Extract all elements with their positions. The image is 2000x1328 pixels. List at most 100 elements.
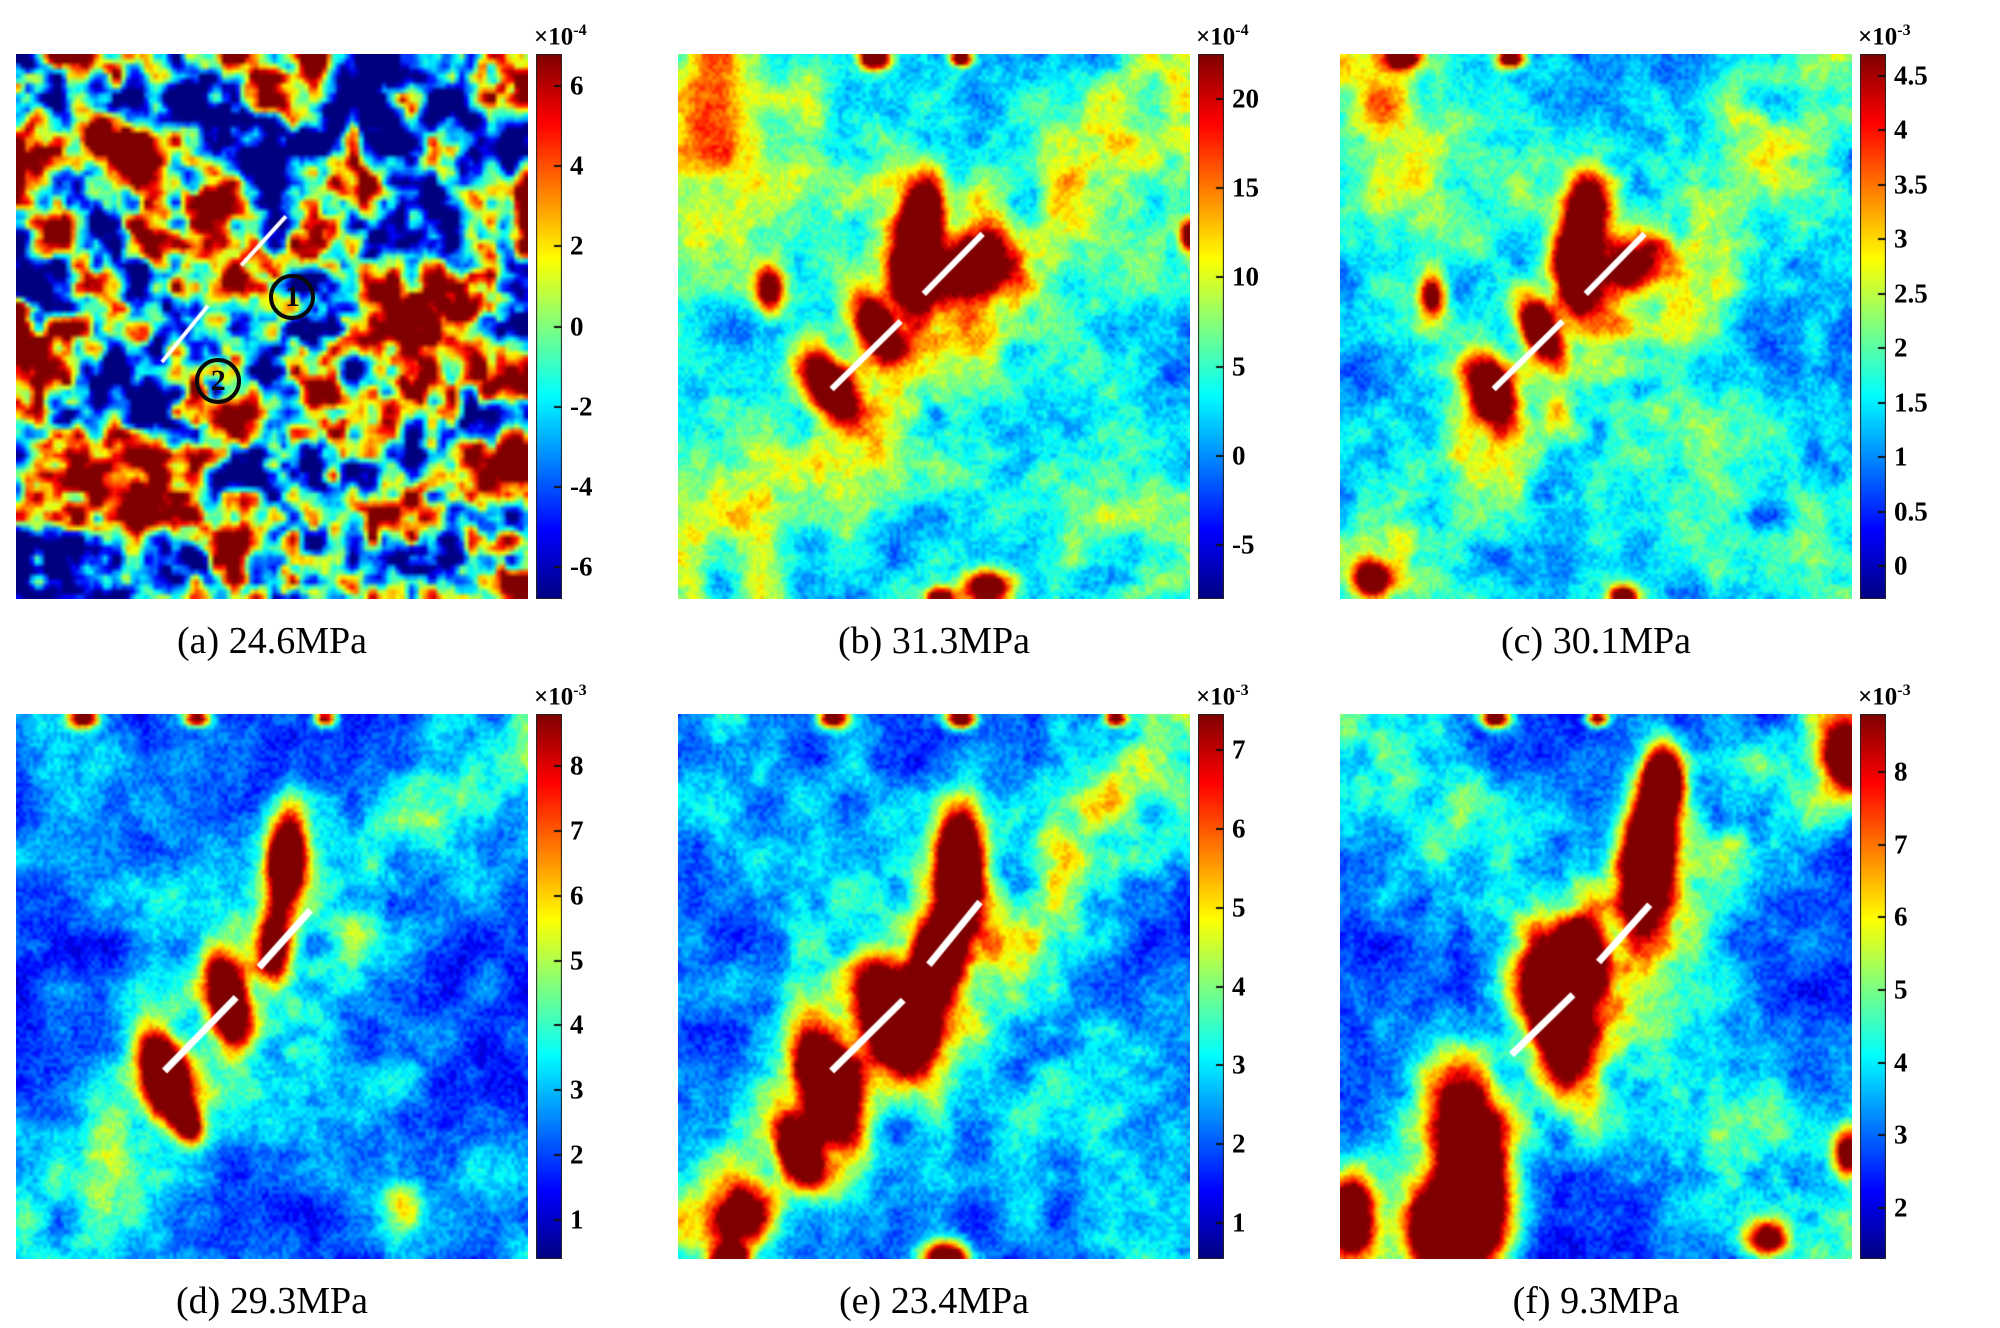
- panel-caption: (c) 30.1MPa: [1501, 620, 1691, 662]
- colorbar-tick-label: 0.5: [1894, 496, 1928, 527]
- colorbar-tick-label: 4: [1232, 971, 1246, 1001]
- colorbar-tick-label: 0: [1232, 440, 1246, 471]
- colorbar-tick-label: 1.5: [1894, 387, 1928, 418]
- colorbar-area: ×10-4 6 4 2 0 -2 -4 -6: [534, 22, 636, 599]
- colorbar-tick-label: 3: [1894, 1119, 1908, 1150]
- heatmap-panel-e: ×10-3 7 6 5 4 3 2 1 (e) 23.4MPa: [678, 680, 1326, 1328]
- colorbar-scale-label: ×10-4: [534, 22, 587, 51]
- colorbar-tick-label: 4: [1894, 114, 1908, 145]
- panel-caption: (a) 24.6MPa: [177, 620, 367, 662]
- heatmap-plot: [1340, 714, 1852, 1259]
- colorbar-tick-label: 6: [570, 880, 584, 911]
- strain-field-heatmap: [1340, 54, 1852, 599]
- colorbar-area: ×10-3 4.5 4 3.5 3 2.5 2 1.5 1 0.5 0: [1858, 22, 1960, 599]
- plot-row: ×10-4 20 15 10 5 0 -5: [678, 22, 1326, 599]
- colorbar-tick-label: 0: [570, 311, 584, 341]
- colorbar: [536, 54, 562, 599]
- colorbar-scale-base: ×10: [1858, 23, 1898, 51]
- colorbar-scale-base: ×10: [534, 23, 574, 51]
- colorbar-tick-label: -4: [570, 471, 593, 502]
- strain-field-heatmap: [16, 714, 528, 1259]
- colorbar-tick-label: 7: [570, 815, 584, 846]
- colorbar-scale-exponent: -3: [573, 682, 587, 699]
- colorbar-tick-label: 2.5: [1894, 278, 1928, 309]
- colorbar-tick-label: 7: [1894, 829, 1908, 860]
- colorbar-scale-base: ×10: [1196, 683, 1236, 711]
- colorbar-scale-base: ×10: [534, 683, 574, 711]
- colorbar-tick-label: -5: [1232, 529, 1255, 560]
- heatmap-panel-a: 1 2 ×10-4 6 4 2 0 -2 -4 -6 (a) 24.6MPa: [16, 20, 664, 668]
- plot-row: ×10-3 7 6 5 4 3 2 1: [678, 682, 1326, 1259]
- colorbar-scale-exponent: -3: [1897, 22, 1911, 39]
- colorbar-area: ×10-4 20 15 10 5 0 -5: [1196, 22, 1298, 599]
- plot-row: ×10-3 8 7 6 5 4 3 2 1: [16, 682, 664, 1259]
- plot-row: 1 2 ×10-4 6 4 2 0 -2 -4 -6: [16, 22, 664, 599]
- colorbar-scale-exponent: -4: [1235, 22, 1249, 39]
- colorbar-scale-base: ×10: [1196, 23, 1236, 51]
- colorbar-scale-label: ×10-3: [1858, 682, 1911, 711]
- colorbar-tick-label: 6: [570, 70, 584, 101]
- heatmap-plot: [1340, 54, 1852, 599]
- colorbar-tick-label: 4.5: [1894, 60, 1928, 91]
- colorbar-tick-label: 1: [570, 1204, 584, 1235]
- plot-row: ×10-3 4.5 4 3.5 3 2.5 2 1.5 1 0.5 0: [1340, 22, 1988, 599]
- circled-marker-2: 2: [195, 358, 242, 404]
- heatmap-plot: [678, 714, 1190, 1259]
- colorbar-tick-label: 2: [570, 230, 584, 261]
- colorbar-tick-label: 8: [570, 750, 584, 781]
- colorbar-scale-label: ×10-3: [1196, 682, 1249, 711]
- colorbar: [536, 714, 562, 1259]
- colorbar-area: ×10-3 8 7 6 5 4 3 2: [1858, 682, 1960, 1259]
- colorbar-tick-label: 2: [1894, 332, 1908, 363]
- colorbar-tick-label: -6: [570, 551, 593, 582]
- colorbar-tick-label: 5: [1232, 892, 1246, 922]
- colorbar-tick-label: 20: [1232, 83, 1259, 114]
- colorbar-tick-label: 15: [1232, 172, 1259, 203]
- colorbar-tick-label: 4: [570, 1009, 584, 1040]
- colorbar: [1198, 54, 1224, 599]
- colorbar-tick-label: 2: [1232, 1128, 1246, 1159]
- strain-field-heatmap: [16, 54, 528, 599]
- colorbar-tick-label: 8: [1894, 756, 1908, 787]
- colorbar-tick-label: 4: [570, 150, 584, 181]
- colorbar: [1860, 714, 1886, 1259]
- panel-caption: (e) 23.4MPa: [839, 1280, 1029, 1322]
- panel-caption: (f) 9.3MPa: [1512, 1280, 1680, 1322]
- colorbar-tick-label: 0: [1894, 550, 1908, 581]
- colorbar-scale-exponent: -3: [1235, 682, 1249, 699]
- colorbar-tick-label: -2: [570, 391, 593, 422]
- strain-field-heatmap: [1340, 714, 1852, 1259]
- heatmap-panel-b: ×10-4 20 15 10 5 0 -5 (b) 31.3MPa: [678, 20, 1326, 668]
- panel-caption: (b) 31.3MPa: [837, 620, 1031, 662]
- panel-caption: (d) 29.3MPa: [175, 1280, 369, 1322]
- colorbar-tick-label: 7: [1232, 734, 1246, 765]
- colorbar: [1860, 54, 1886, 599]
- strain-field-heatmap: [678, 54, 1190, 599]
- colorbar-tick-label: 2: [570, 1139, 584, 1170]
- strain-field-heatmap: [678, 714, 1190, 1259]
- colorbar-tick-label: 5: [1894, 974, 1908, 1005]
- plot-row: ×10-3 8 7 6 5 4 3 2: [1340, 682, 1988, 1259]
- colorbar-tick-label: 5: [570, 945, 584, 976]
- colorbar-scale-base: ×10: [1858, 683, 1898, 711]
- colorbar-tick-label: 2: [1894, 1192, 1908, 1223]
- heatmap-panel-d: ×10-3 8 7 6 5 4 3 2 1 (d) 29.3MPa: [16, 680, 664, 1328]
- colorbar-tick-label: 3.5: [1894, 169, 1928, 200]
- colorbar-tick-label: 4: [1894, 1047, 1908, 1078]
- colorbar-tick-label: 3: [1232, 1049, 1246, 1080]
- heatmap-plot: [678, 54, 1190, 599]
- colorbar-tick-label: 1: [1894, 441, 1908, 472]
- heatmap-panel-c: ×10-3 4.5 4 3.5 3 2.5 2 1.5 1 0.5 0 (c) 30.1MPa: [1340, 20, 1988, 668]
- colorbar: [1198, 714, 1224, 1259]
- colorbar-tick-label: 10: [1232, 261, 1259, 292]
- colorbar-tick-label: 3: [570, 1074, 584, 1105]
- colorbar-scale-exponent: -4: [573, 22, 587, 39]
- colorbar-scale-exponent: -3: [1897, 682, 1911, 699]
- colorbar-tick-label: 6: [1232, 813, 1246, 844]
- colorbar-area: ×10-3 7 6 5 4 3 2 1: [1196, 682, 1298, 1259]
- colorbar-scale-label: ×10-3: [1858, 22, 1911, 51]
- colorbar-tick-label: 5: [1232, 351, 1246, 382]
- colorbar-scale-label: ×10-4: [1196, 22, 1249, 51]
